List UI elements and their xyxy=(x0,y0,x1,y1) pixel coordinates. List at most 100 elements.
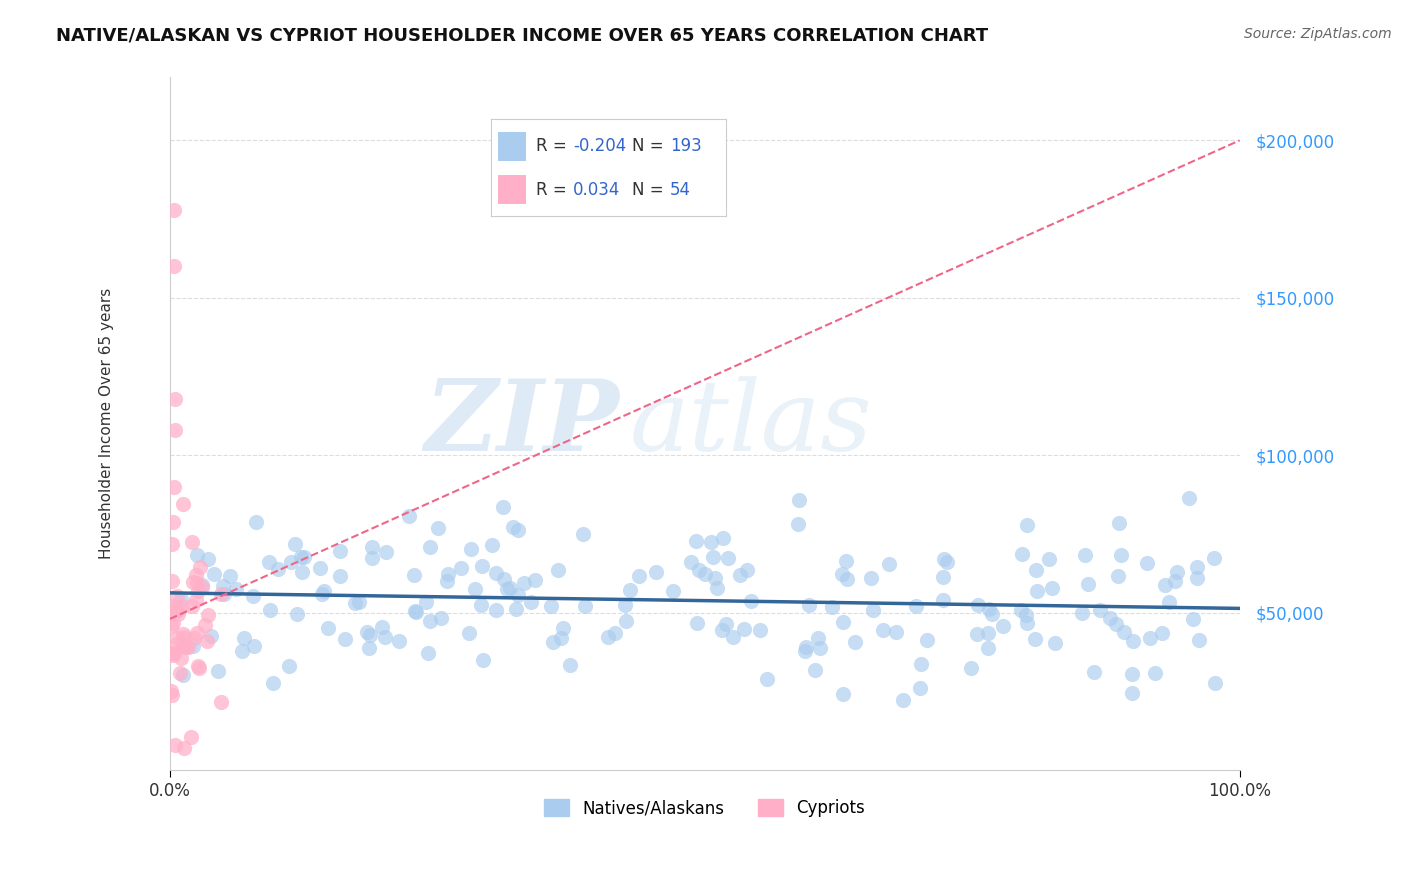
Point xyxy=(312,584,335,599)
Point xyxy=(520,595,543,609)
Point xyxy=(464,582,486,597)
Point xyxy=(170,599,193,614)
Point xyxy=(419,614,441,628)
Point xyxy=(163,480,186,494)
Point xyxy=(360,541,382,555)
Point xyxy=(415,595,437,609)
Point xyxy=(1015,615,1038,630)
Point xyxy=(1139,631,1161,645)
Point xyxy=(485,566,508,580)
Point xyxy=(723,630,745,644)
Point xyxy=(163,202,186,217)
Point xyxy=(966,598,988,612)
Point xyxy=(614,614,637,628)
Point xyxy=(257,555,280,569)
Point xyxy=(169,665,191,680)
Point xyxy=(165,738,187,752)
Point xyxy=(735,563,758,577)
Text: atlas: atlas xyxy=(630,376,873,471)
Point xyxy=(932,593,955,607)
Point xyxy=(357,640,380,655)
Point xyxy=(1202,550,1225,565)
Point xyxy=(183,632,205,646)
Point xyxy=(187,659,209,673)
Point xyxy=(160,684,183,698)
Point xyxy=(166,589,188,603)
Point xyxy=(711,531,734,545)
Point xyxy=(333,632,356,647)
Point xyxy=(245,516,267,530)
Legend: Natives/Alaskans, Cypriots: Natives/Alaskans, Cypriots xyxy=(537,792,872,824)
Point xyxy=(844,634,866,648)
Point xyxy=(173,741,195,756)
Point xyxy=(1188,633,1211,648)
Point xyxy=(1107,568,1129,582)
Point xyxy=(786,516,808,531)
Point xyxy=(457,626,479,640)
Point xyxy=(1187,559,1209,574)
Point xyxy=(343,596,366,610)
Point xyxy=(835,554,858,568)
Point xyxy=(191,577,214,591)
Point xyxy=(714,616,737,631)
Point xyxy=(165,604,187,618)
Point xyxy=(460,542,482,557)
Point xyxy=(551,620,574,634)
Point xyxy=(1083,665,1105,679)
Point xyxy=(174,640,197,655)
Point xyxy=(1038,551,1060,566)
Point xyxy=(685,534,707,549)
Point xyxy=(1122,633,1144,648)
Point xyxy=(471,558,494,573)
Point xyxy=(225,582,247,596)
Point xyxy=(1088,603,1111,617)
Point xyxy=(991,619,1014,633)
Point xyxy=(831,615,853,630)
Point xyxy=(163,646,186,660)
Point xyxy=(416,646,439,660)
Point xyxy=(280,556,302,570)
Point xyxy=(329,568,352,582)
Y-axis label: Householder Income Over 65 years: Householder Income Over 65 years xyxy=(100,288,114,559)
Point xyxy=(426,521,449,535)
Point xyxy=(172,668,194,682)
Point xyxy=(492,572,515,586)
Point xyxy=(710,623,733,637)
Point xyxy=(513,575,536,590)
Point xyxy=(309,560,332,574)
Point xyxy=(558,658,581,673)
Point xyxy=(1181,612,1204,626)
Point xyxy=(404,604,426,618)
Point xyxy=(347,595,370,609)
Point xyxy=(574,599,596,613)
Point xyxy=(619,583,641,598)
Point xyxy=(717,551,740,566)
Point xyxy=(550,631,572,645)
Point xyxy=(789,492,811,507)
Point xyxy=(172,627,194,641)
Point xyxy=(470,598,492,612)
Point xyxy=(166,631,188,645)
Point xyxy=(172,497,194,511)
Point xyxy=(976,640,998,655)
Point xyxy=(872,624,894,638)
Point xyxy=(160,619,183,633)
Point xyxy=(285,607,308,621)
Point xyxy=(278,658,301,673)
Point xyxy=(284,537,307,551)
Point xyxy=(1121,666,1143,681)
Point xyxy=(197,552,219,566)
Point xyxy=(1071,606,1094,620)
Point xyxy=(831,687,853,701)
Point xyxy=(910,657,932,672)
Point xyxy=(186,593,208,607)
Point xyxy=(172,638,194,652)
Point xyxy=(485,602,508,616)
Point xyxy=(908,681,931,695)
Point xyxy=(181,535,204,549)
Point xyxy=(1026,583,1049,598)
Point xyxy=(700,535,723,549)
Point xyxy=(1015,607,1038,622)
Point xyxy=(932,552,955,566)
Point xyxy=(186,548,208,562)
